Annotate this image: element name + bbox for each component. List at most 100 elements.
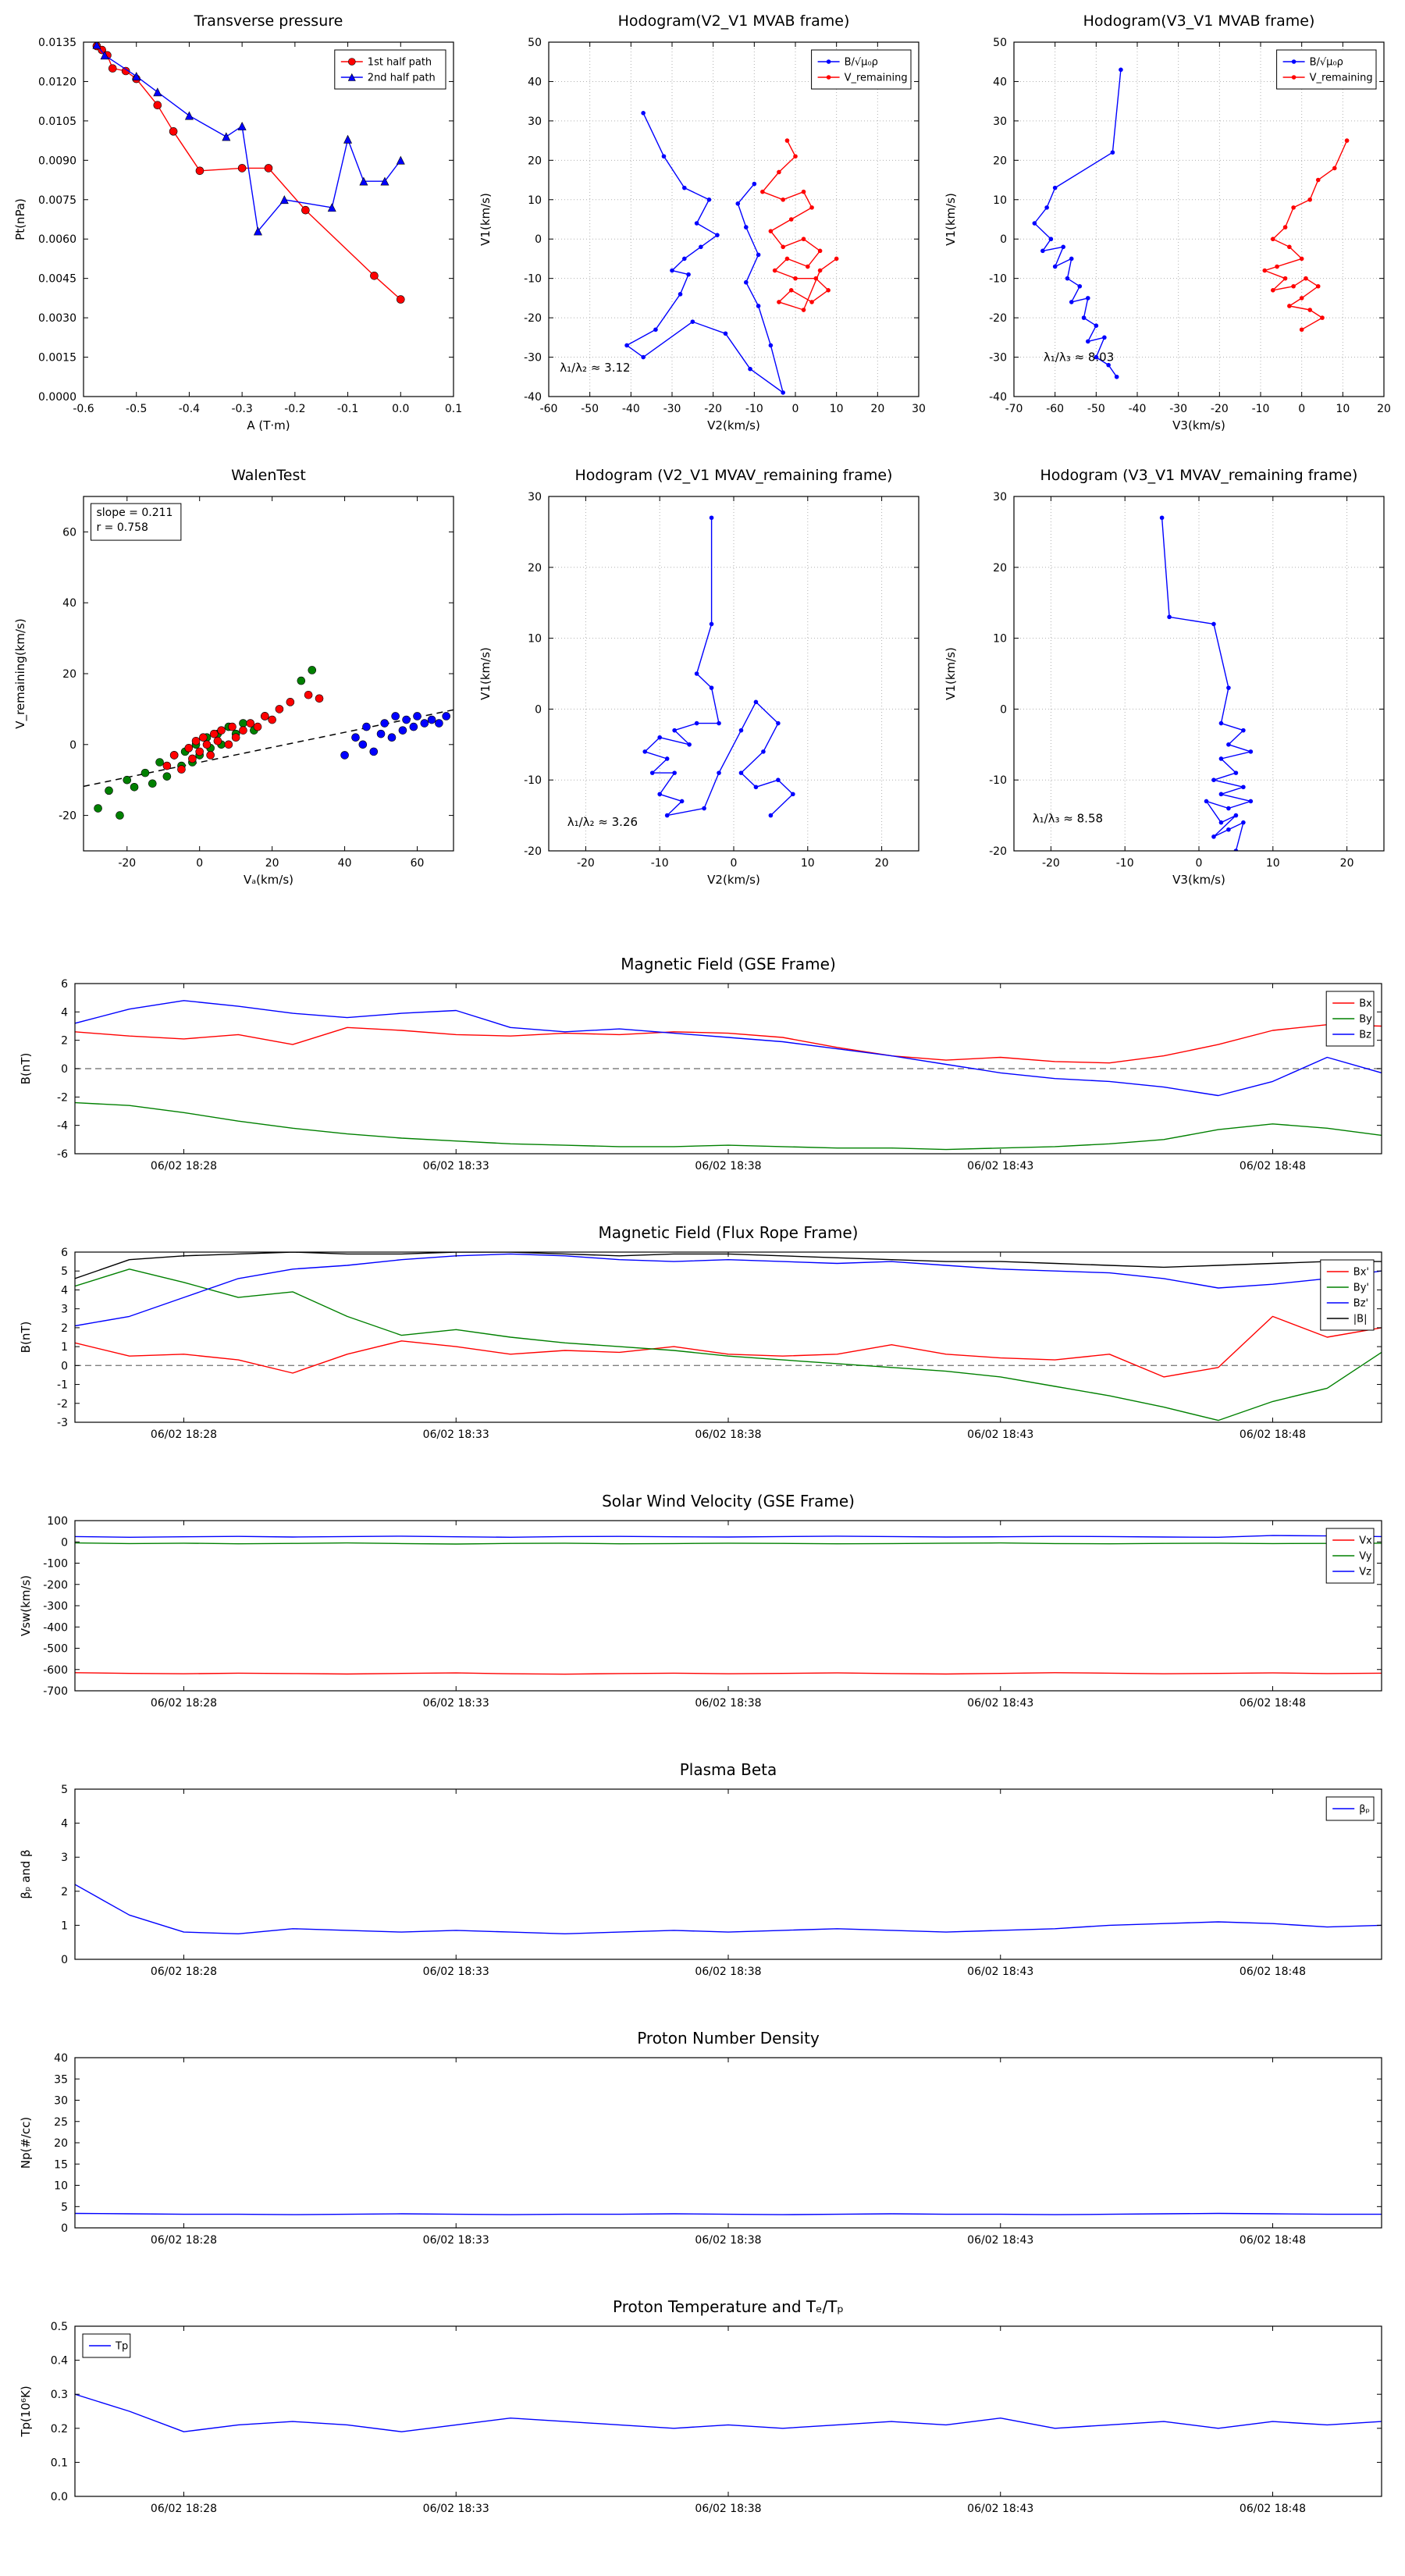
- chart-title-hodogram-v2v1-mvab: Hodogram(V2_V1 MVAB frame): [617, 12, 850, 30]
- svg-text:Vsw(km/s): Vsw(km/s): [19, 1575, 33, 1636]
- svg-text:06/02 18:33: 06/02 18:33: [423, 1429, 489, 1441]
- chart-title-transverse-pressure: Transverse pressure: [194, 12, 343, 30]
- svg-text:-30: -30: [663, 403, 681, 415]
- svg-text:-20: -20: [989, 845, 1007, 858]
- svg-text:06/02 18:33: 06/02 18:33: [423, 1966, 489, 1978]
- svg-text:-200: -200: [43, 1579, 68, 1592]
- svg-text:6: 6: [61, 1247, 68, 1259]
- svg-text:V_remaining(km/s): V_remaining(km/s): [13, 618, 28, 728]
- svg-text:0.0015: 0.0015: [38, 352, 76, 365]
- svg-text:-10: -10: [524, 774, 542, 787]
- svg-text:βₚ and β: βₚ and β: [19, 1849, 33, 1898]
- svg-text:10: 10: [528, 194, 542, 207]
- svg-text:25: 25: [54, 2116, 68, 2129]
- svg-text:06/02 18:28: 06/02 18:28: [151, 1160, 217, 1172]
- svg-text:By': By': [1353, 1283, 1369, 1294]
- svg-text:2: 2: [61, 1886, 68, 1898]
- svg-text:20: 20: [1377, 403, 1391, 415]
- svg-text:40: 40: [54, 2052, 68, 2065]
- svg-text:A (T·m): A (T·m): [247, 418, 290, 432]
- svg-text:20: 20: [528, 562, 542, 575]
- svg-text:Tp(10⁶K): Tp(10⁶K): [19, 2386, 33, 2437]
- walen-test-chart: -20 0 20 40 60 -20 0 20 40 60 Vₐ(km/s) V_remaining(…: [13, 496, 454, 887]
- svg-text:-500: -500: [43, 1643, 68, 1656]
- svg-text:20: 20: [870, 403, 884, 415]
- row-top: Transverse pressure -0.6 -0.5 -0.4 -0.3 -0.2…: [0, 11, 1405, 437]
- panel-magnetic-field-gse: Magnetic Field (GSE Frame) 06/02 18:28 06…: [0, 954, 1405, 1187]
- svg-text:10: 10: [801, 857, 815, 870]
- svg-text:V3(km/s): V3(km/s): [1172, 418, 1225, 432]
- chart-title-hodogram-v3v1-mvab: Hodogram(V3_V1 MVAB frame): [1083, 12, 1315, 30]
- plasma-beta-chart: 06/02 18:28 06/02 18:33 06/02 18:38 06/02 1…: [19, 1784, 1382, 1978]
- svg-text:V_remaining: V_remaining: [845, 73, 908, 84]
- svg-text:λ₁/λ₂ ≈ 3.26: λ₁/λ₂ ≈ 3.26: [567, 815, 638, 829]
- svg-text:-0.2: -0.2: [284, 403, 305, 415]
- svg-text:-20: -20: [989, 312, 1007, 325]
- svg-text:06/02 18:43: 06/02 18:43: [967, 2503, 1033, 2515]
- svg-text:0: 0: [1000, 233, 1007, 246]
- svg-text:06/02 18:38: 06/02 18:38: [695, 2503, 761, 2515]
- svg-text:4: 4: [61, 1284, 68, 1297]
- svg-text:30: 30: [54, 2095, 68, 2108]
- row-second: WalenTest -20 0 20 40 60 -20 0 20 40 60 Vₐ(km/s) V_…: [0, 465, 1405, 891]
- svg-text:40: 40: [62, 597, 76, 610]
- chart-title-solar-wind-velocity: Solar Wind Velocity (GSE Frame): [602, 1492, 855, 1510]
- svg-text:10: 10: [1336, 403, 1350, 415]
- svg-text:βₚ: βₚ: [1359, 1804, 1370, 1816]
- panel-proton-number-density: Proton Number Density 06/02 18:28 06/02 1…: [0, 2028, 1405, 2261]
- svg-text:-60: -60: [1046, 403, 1064, 415]
- panel-solar-wind-velocity: Solar Wind Velocity (GSE Frame) 06/02 18…: [0, 1491, 1405, 1724]
- svg-text:20: 20: [62, 668, 76, 681]
- svg-text:6: 6: [61, 978, 68, 991]
- svg-text:-20: -20: [524, 312, 542, 325]
- svg-text:06/02 18:43: 06/02 18:43: [967, 1160, 1033, 1172]
- svg-text:0: 0: [61, 2222, 68, 2235]
- svg-text:-3: -3: [57, 1417, 68, 1429]
- svg-text:0.0045: 0.0045: [38, 273, 76, 286]
- svg-text:B/√μ₀ρ: B/√μ₀ρ: [1310, 57, 1343, 69]
- svg-text:r = 0.758: r = 0.758: [96, 521, 148, 534]
- svg-text:06/02 18:48: 06/02 18:48: [1240, 2503, 1306, 2515]
- svg-text:-100: -100: [43, 1558, 68, 1571]
- svg-text:20: 20: [993, 562, 1007, 575]
- panel-transverse-pressure: Transverse pressure -0.6 -0.5 -0.4 -0.3 -0.2…: [9, 11, 466, 437]
- solar-wind-velocity-chart: 06/02 18:28 06/02 18:33 06/02 18:38 06/02 1…: [19, 1515, 1382, 1710]
- svg-text:0: 0: [1000, 703, 1007, 716]
- svg-text:-10: -10: [989, 774, 1007, 787]
- svg-text:06/02 18:28: 06/02 18:28: [151, 2503, 217, 2515]
- svg-text:2: 2: [61, 1322, 68, 1335]
- svg-text:B/√μ₀ρ: B/√μ₀ρ: [845, 57, 878, 69]
- svg-text:30: 30: [528, 491, 542, 503]
- hodogram-v3v1-mvab-chart: -70 -60 -50 -40 -30 -20 -10 0 10 20 -40 -30 -20 -10 0 1…: [944, 37, 1391, 432]
- svg-text:-2: -2: [57, 1091, 68, 1104]
- svg-text:10: 10: [1266, 857, 1280, 870]
- svg-text:06/02 18:38: 06/02 18:38: [695, 2234, 761, 2247]
- panel-magnetic-field-flux-rope: Magnetic Field (Flux Rope Frame) 06/02 1…: [0, 1222, 1405, 1455]
- svg-text:100: 100: [47, 1515, 68, 1528]
- transverse-pressure-chart: -0.6 -0.5 -0.4 -0.3 -0.2 -0.1 0.0 0.1 0.0000 0.00…: [13, 37, 462, 432]
- svg-text:-0.4: -0.4: [179, 403, 200, 415]
- svg-text:0: 0: [1196, 857, 1203, 870]
- svg-text:V1(km/s): V1(km/s): [944, 647, 958, 700]
- hodogram-v2v1-mvav-chart: -20 -10 0 10 20 -20 -10 0 10 20 30 V2(km/s) V1(km/s)…: [478, 491, 919, 887]
- svg-text:0.0135: 0.0135: [38, 37, 76, 49]
- svg-text:0.3: 0.3: [51, 2389, 68, 2401]
- svg-text:40: 40: [993, 76, 1007, 88]
- svg-text:40: 40: [528, 76, 542, 88]
- chart-title-walen-test: WalenTest: [231, 467, 306, 484]
- svg-text:-2: -2: [57, 1398, 68, 1411]
- svg-text:-20: -20: [118, 857, 136, 870]
- svg-text:06/02 18:43: 06/02 18:43: [967, 1966, 1033, 1978]
- panel-hodogram-v3v1-mvab: Hodogram(V3_V1 MVAB frame) -70 -60 -50 -40-…: [939, 11, 1396, 437]
- svg-text:50: 50: [528, 37, 542, 49]
- svg-text:0.0060: 0.0060: [38, 233, 76, 246]
- svg-text:-20: -20: [59, 810, 76, 823]
- proton-number-density-chart: 06/02 18:28 06/02 18:33 06/02 18:38 06/02 1…: [19, 2052, 1382, 2247]
- panel-plasma-beta: Plasma Beta 06/02 18:28 06/02 18:33 06/02 …: [0, 1759, 1405, 1992]
- svg-text:06/02 18:28: 06/02 18:28: [151, 1966, 217, 1978]
- svg-text:λ₁/λ₃ ≈ 8.03: λ₁/λ₃ ≈ 8.03: [1044, 350, 1114, 365]
- svg-text:3: 3: [61, 1304, 68, 1316]
- svg-text:06/02 18:38: 06/02 18:38: [695, 1429, 761, 1441]
- svg-text:06/02 18:43: 06/02 18:43: [967, 1429, 1033, 1441]
